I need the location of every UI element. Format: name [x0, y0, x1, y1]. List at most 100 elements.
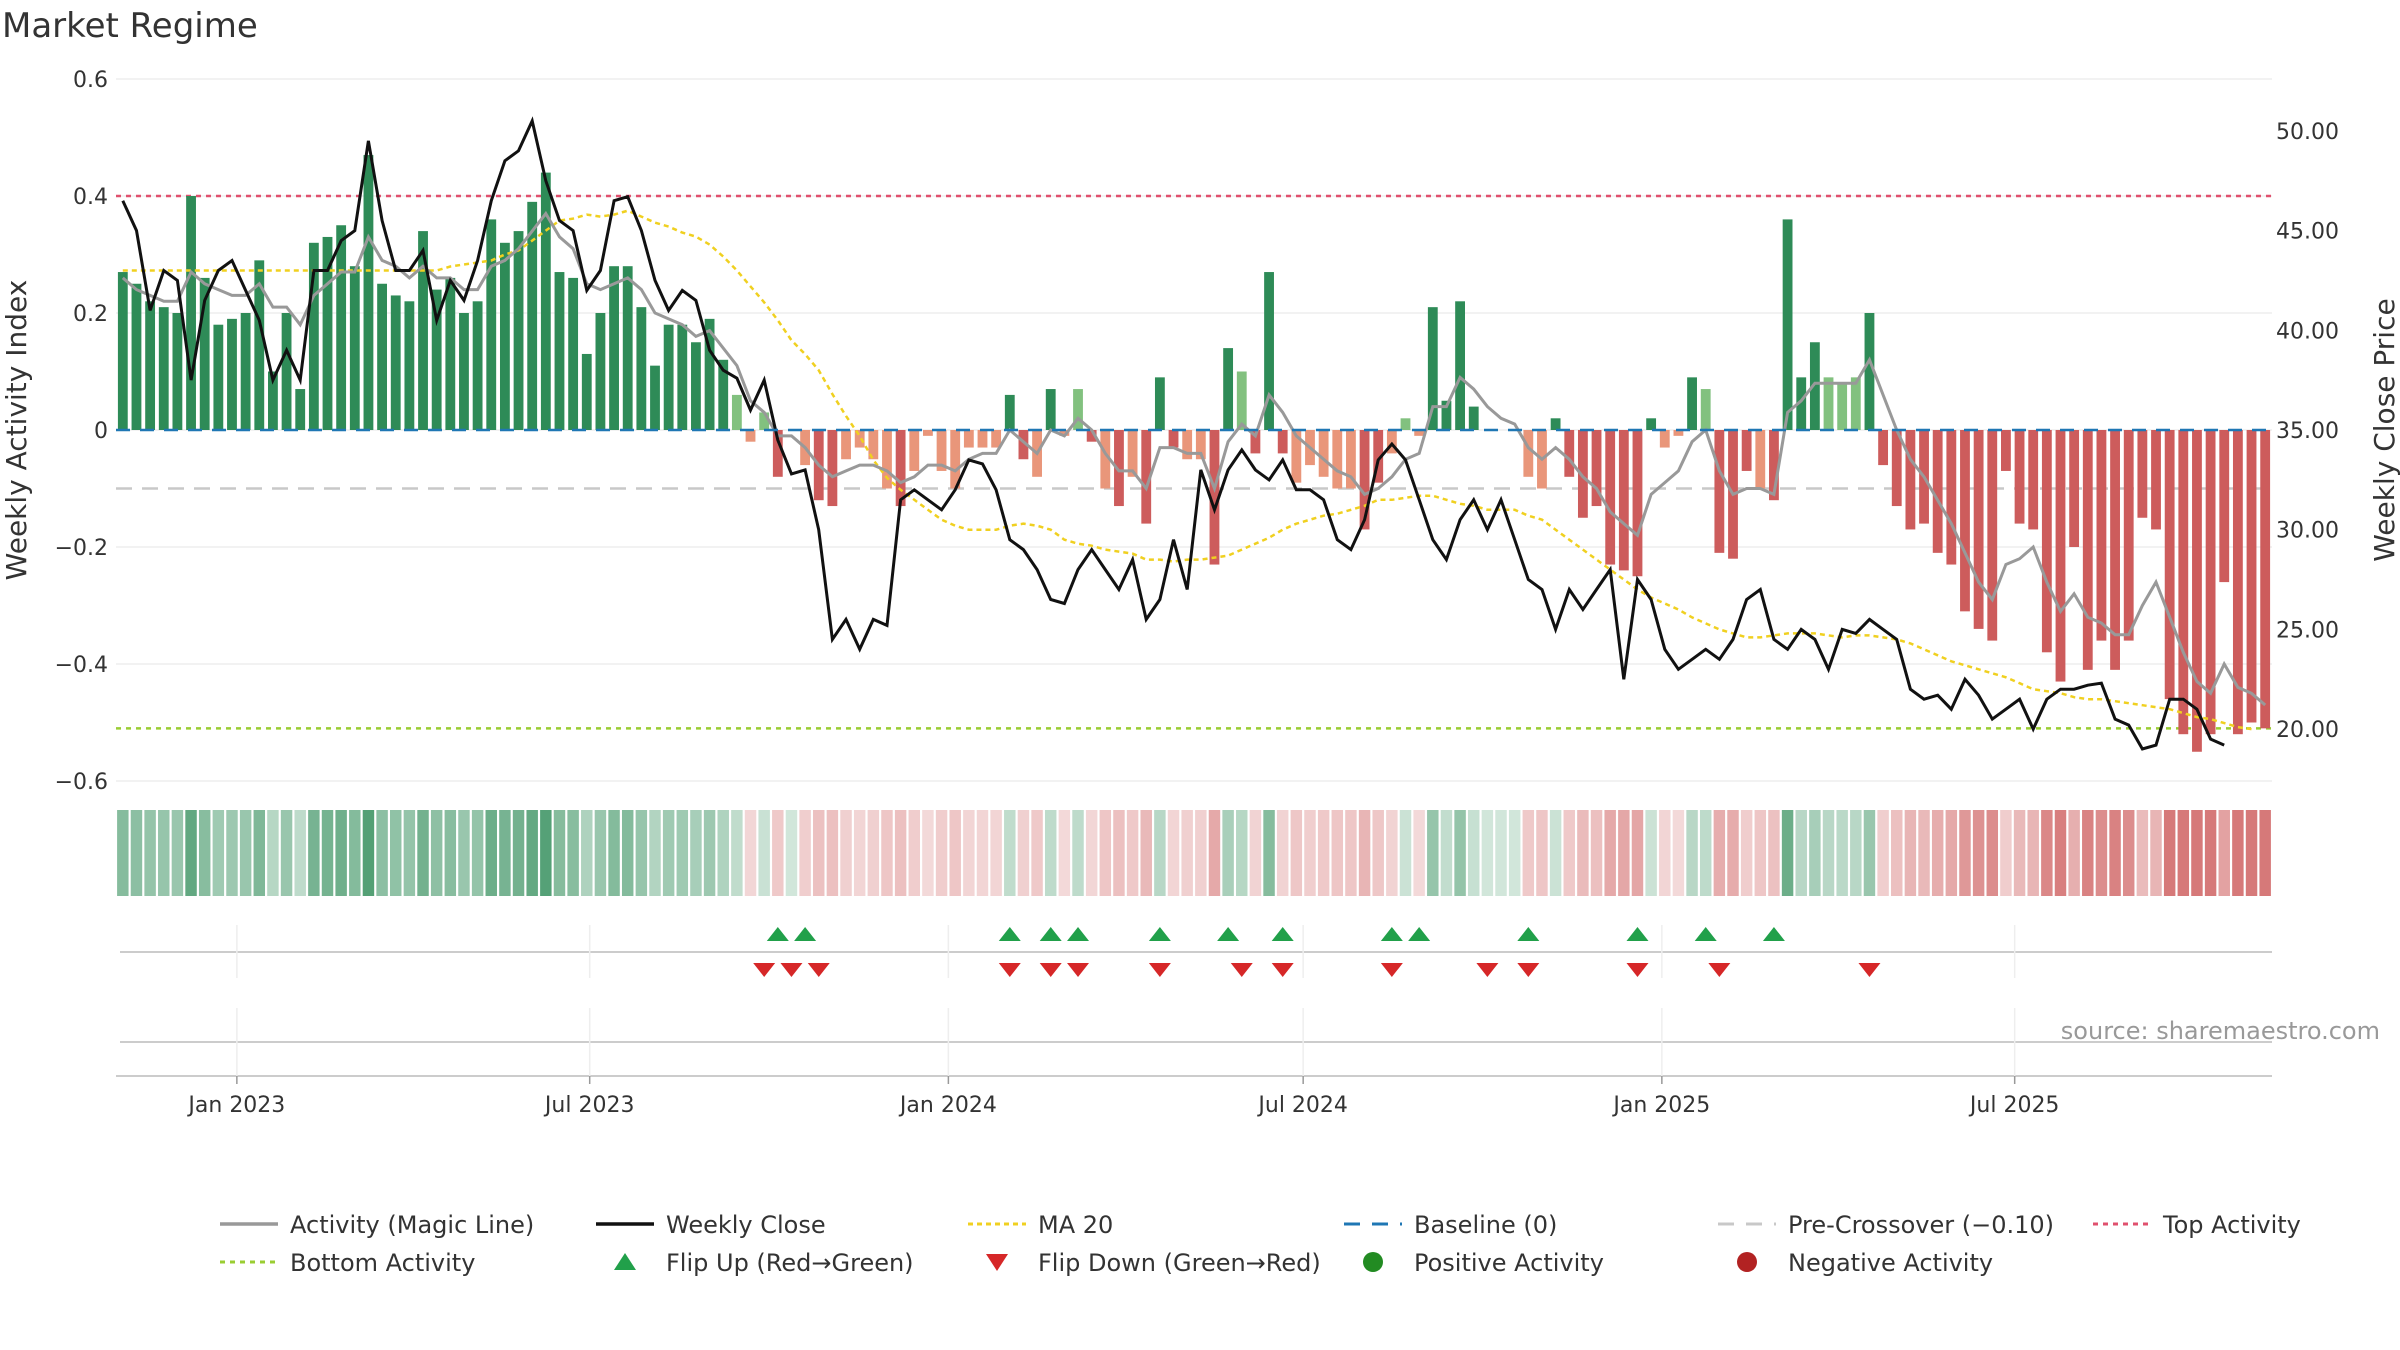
regime-strip-cell: [1468, 810, 1480, 896]
activity-bar: [581, 353, 592, 430]
flip-down-marker: [807, 963, 830, 977]
activity-bar: [1441, 400, 1452, 430]
regime-strip-cell: [1495, 810, 1507, 896]
flip-down-marker: [1380, 963, 1403, 977]
activity-bar: [1264, 272, 1274, 430]
activity-bar: [377, 283, 388, 430]
regime-strip-cell: [785, 810, 798, 896]
activity-bar: [1878, 430, 1889, 466]
regime-strip-cell: [335, 810, 347, 896]
regime-strip-cell: [144, 810, 156, 896]
activity-bar: [1687, 377, 1697, 430]
regime-strip-cell: [471, 810, 484, 896]
activity-bar: [691, 342, 701, 430]
activity-bar: [527, 201, 538, 430]
regime-strip-cell: [1345, 810, 1357, 896]
regime-strip-cell: [1904, 810, 1917, 896]
x-tick-label: Jul 2024: [1256, 1093, 1348, 1118]
regime-strip-cell: [1099, 810, 1112, 896]
regime-strip-cell: [1699, 810, 1712, 896]
activity-bar: [1605, 430, 1616, 565]
activity-bar: [1359, 430, 1370, 530]
regime-strip-cell: [1836, 810, 1848, 896]
regime-strip-cell: [512, 810, 525, 896]
regime-strip-cell: [349, 810, 361, 896]
legend-item: Flip Up (Red→Green): [614, 1249, 914, 1277]
flip-up-marker: [1517, 927, 1540, 941]
activity-bar: [240, 313, 251, 430]
legend-label: MA 20: [1038, 1211, 1113, 1239]
regime-strip-cell: [1809, 810, 1821, 896]
regime-strip-cell: [567, 810, 579, 896]
activity-bar: [349, 266, 360, 430]
activity-bar: [322, 236, 333, 430]
regime-strip-cell: [1031, 810, 1043, 896]
activity-bar: [281, 313, 292, 430]
regime-strip-cell: [867, 810, 880, 896]
activity-bar: [2014, 430, 2025, 524]
activity-bar: [991, 430, 1002, 448]
regime-strip-cell: [417, 810, 429, 896]
regime-strip-cell: [2082, 810, 2094, 896]
flip-up-marker: [766, 927, 789, 941]
regime-strip-cell: [758, 810, 770, 896]
x-tick-label: Jan 2025: [1611, 1093, 1710, 1118]
activity-bar: [227, 318, 237, 430]
flip-down-marker: [780, 963, 803, 977]
flip-down-marker: [1517, 963, 1540, 977]
flip-down-marker: [1476, 963, 1499, 977]
regime-strip-cell: [403, 810, 416, 896]
flip-up-marker: [1626, 927, 1649, 941]
activity-bar: [1373, 430, 1384, 483]
activity-bar: [2205, 430, 2216, 735]
activity-bar: [199, 277, 210, 430]
regime-strip-cell: [935, 810, 948, 896]
regime-strip-cell: [1044, 810, 1057, 896]
regime-strip-cell: [1659, 810, 1671, 896]
regime-strip-cell: [2027, 810, 2039, 896]
regime-strip-cell: [1004, 810, 1016, 896]
regime-strip-cell: [430, 810, 443, 896]
regime-strip-cell: [226, 810, 238, 896]
activity-bar: [540, 172, 551, 430]
regime-strip-cell: [1959, 810, 1971, 896]
regime-strip-cell: [853, 810, 866, 896]
regime-strip-cell: [1372, 810, 1384, 896]
flip-up-marker: [1148, 927, 1171, 941]
activity-bar: [1455, 301, 1466, 430]
regime-strip-cell: [1945, 810, 1958, 896]
regime-strip-cell: [608, 810, 620, 896]
regime-strip-cell: [2068, 810, 2080, 896]
regime-strip-cell: [1195, 810, 1207, 896]
regime-strip-cell: [922, 810, 934, 896]
flip-down-marker: [1708, 963, 1731, 977]
regime-strip-cell: [772, 810, 784, 896]
activity-bar: [936, 430, 947, 471]
regime-strip-cell: [690, 810, 702, 896]
flip-up-marker: [1271, 927, 1294, 941]
activity-bar: [131, 283, 142, 430]
regime-strip-cell: [1331, 810, 1344, 896]
activity-bar: [1700, 389, 1711, 430]
regime-strip-cell: [581, 810, 593, 896]
activity-bar: [363, 155, 374, 431]
activity-bar: [1850, 377, 1861, 430]
activity-bar: [1386, 430, 1397, 454]
flip-down-marker: [1067, 963, 1090, 977]
activity-bar: [1468, 406, 1479, 430]
flip-up-marker: [1067, 927, 1090, 941]
y-tick-label: 0.4: [73, 185, 108, 210]
activity-bar: [254, 260, 265, 430]
legend-item: Top Activity: [2093, 1211, 2301, 1239]
activity-bar: [2000, 430, 2011, 471]
activity-bar: [1673, 430, 1684, 436]
regime-strip-cell: [1672, 810, 1685, 896]
activity-bar: [909, 430, 920, 471]
regime-strip-cell: [1754, 810, 1767, 896]
regime-strip-cell: [1604, 810, 1616, 896]
regime-strip-cell: [1986, 810, 1998, 896]
legend-item: Pre-Crossover (−0.10): [1718, 1211, 2054, 1239]
flip-down-marker: [753, 963, 776, 977]
regime-strip-cell: [2054, 810, 2067, 896]
activity-bar: [1250, 430, 1261, 454]
